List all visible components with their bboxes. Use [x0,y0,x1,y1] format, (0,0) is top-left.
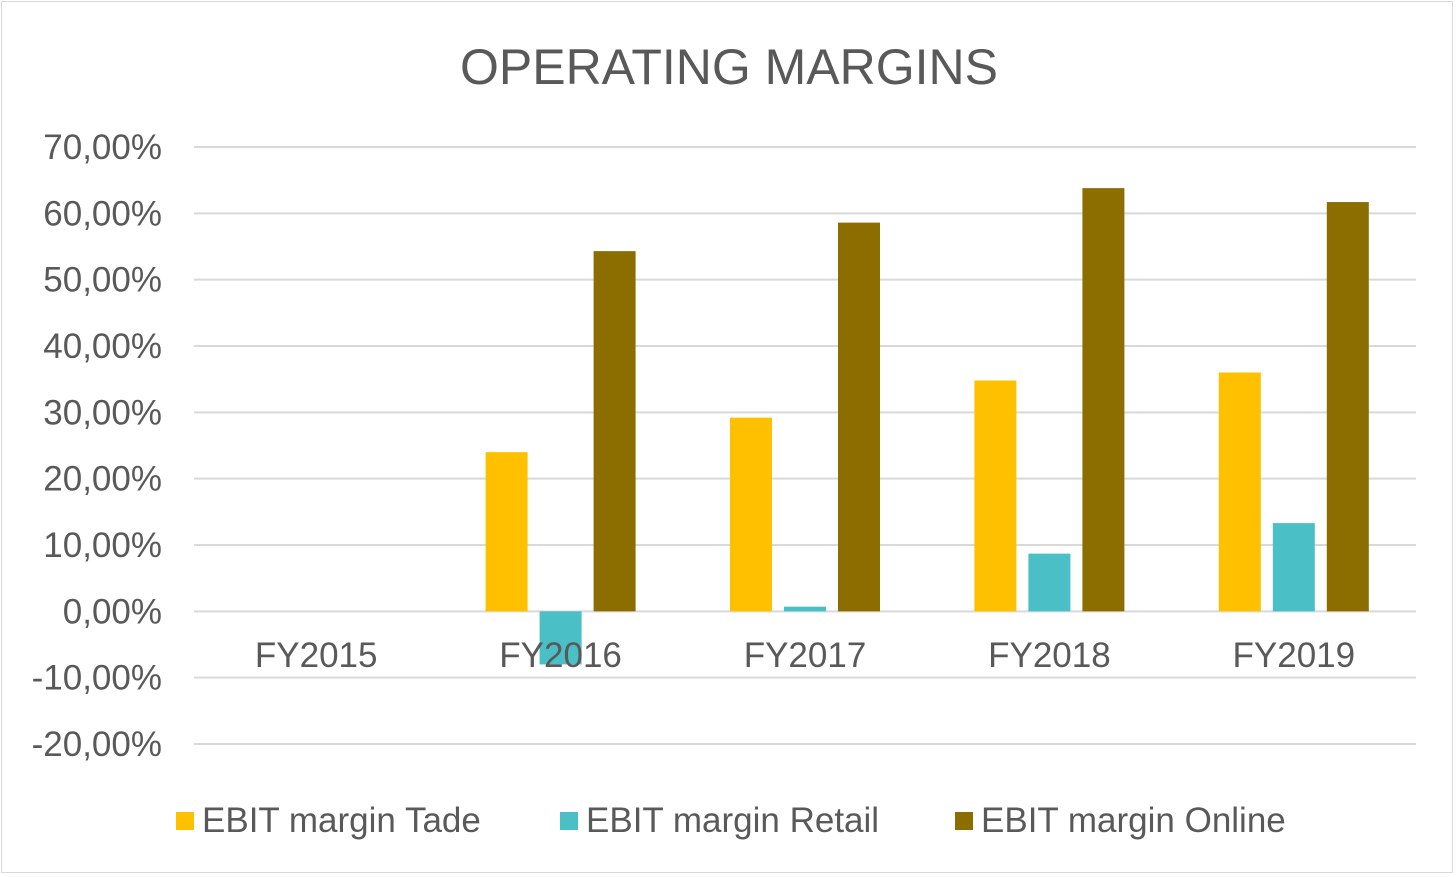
bar-fy2019-series-2 [1272,523,1315,612]
bar-fy2017-series-1 [730,417,772,612]
legend: EBIT margin Tade EBIT margin Retail EBIT m… [176,801,1286,840]
legend-item-series-2: EBIT margin Retail [560,801,879,840]
bar-fy2019-series-1 [1218,372,1261,612]
legend-label: EBIT margin Tade [202,801,481,840]
y-tick-label: -10,00% [32,659,162,698]
y-axis-tick-labels: 70,00% 60,00% 50,00% 40,00% 30,00% 20,00% 10,0… [32,128,162,764]
gridlines [194,146,1416,745]
y-tick-label: 70,00% [43,128,162,167]
y-tick-label: 40,00% [43,327,162,366]
legend-swatch [955,812,973,830]
y-tick-label: 50,00% [43,261,162,300]
legend-label: EBIT margin Online [981,801,1286,840]
y-tick-label: 0,00% [63,592,162,631]
bar-fy2018-series-2 [1028,553,1071,612]
bar-fy2016-series-3 [593,251,636,612]
bar-fy2017-series-2 [784,606,826,612]
legend-item-series-1: EBIT margin Tade [176,801,481,840]
x-tick-label: FY2016 [499,636,622,675]
y-tick-label: -20,00% [32,725,162,764]
chart-title: OPERATING MARGINS [460,39,998,95]
legend-label: EBIT margin Retail [586,801,879,840]
x-tick-label: FY2015 [255,636,378,675]
y-tick-label: 10,00% [43,526,162,565]
x-tick-label: FY2019 [1233,636,1356,675]
y-tick-label: 60,00% [43,194,162,233]
x-tick-label: FY2017 [744,636,867,675]
bar-fy2016-series-1 [485,452,528,612]
y-tick-label: 30,00% [43,393,162,432]
x-axis-tick-labels: FY2015 FY2016 FY2017 FY2018 FY2019 [255,636,1355,675]
legend-item-series-3: EBIT margin Online [955,801,1286,840]
bar-fy2018-series-1 [974,380,1017,612]
bar-fy2019-series-3 [1326,202,1369,612]
legend-swatch [560,812,578,830]
legend-swatch [176,812,194,830]
x-tick-label: FY2018 [988,636,1111,675]
bars [485,188,1369,665]
bar-fy2018-series-3 [1082,188,1125,612]
y-tick-label: 20,00% [43,460,162,499]
bar-fy2017-series-3 [838,222,880,612]
bar-fy2016-series-2 [539,611,582,665]
